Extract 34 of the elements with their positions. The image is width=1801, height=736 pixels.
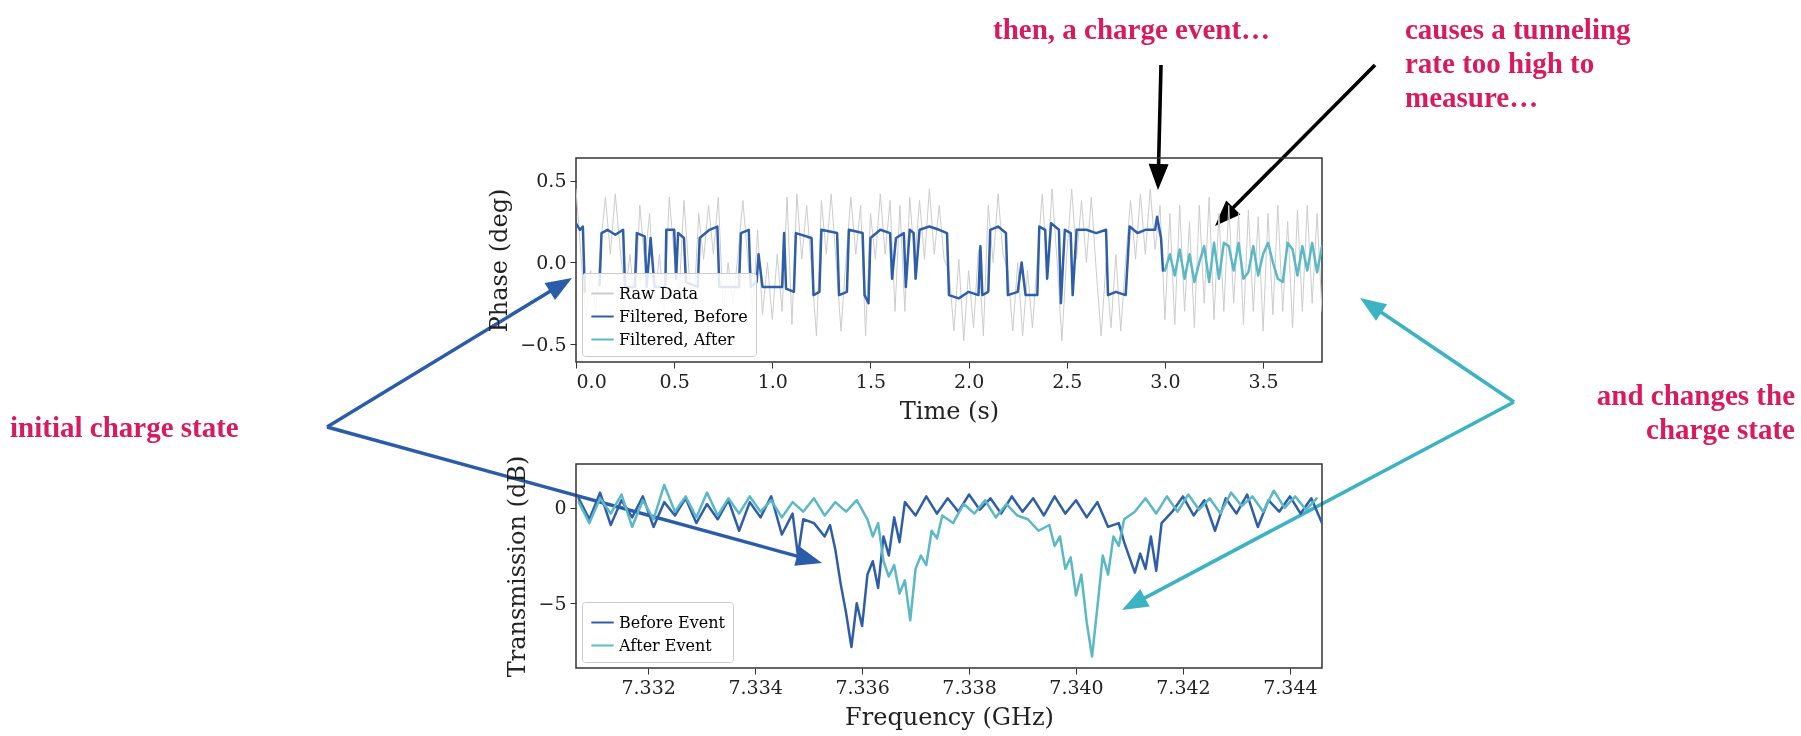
x-tick-label: 7.338 <box>942 675 997 698</box>
y-tick-label: −0.5 <box>520 332 567 355</box>
text: and changes the charge state <box>1595 378 1795 446</box>
legend-label: After Event <box>618 635 713 655</box>
text: initial charge state <box>10 410 240 444</box>
y-axis-title: Transmission (dB) <box>503 455 532 678</box>
x-tick-label: 7.342 <box>1156 675 1211 698</box>
text: causes a tunneling rate too high to measure… <box>1405 12 1632 114</box>
y-axis-title: Phase (deg) <box>485 188 514 333</box>
x-tick-label: 3.0 <box>1150 369 1181 392</box>
x-tick-label: 7.344 <box>1263 675 1318 698</box>
legend-label: Raw Data <box>619 283 699 303</box>
x-tick-label: 1.0 <box>757 369 788 392</box>
legend-label: Filtered, Before <box>619 306 748 326</box>
x-axis-title: Frequency (GHz) <box>845 702 1054 731</box>
x-tick-label: 7.336 <box>835 675 890 698</box>
line-series <box>1163 241 1322 284</box>
legend-label: Filtered, After <box>619 329 735 349</box>
x-tick-label: 0.5 <box>659 369 690 392</box>
x-tick-label: 7.340 <box>1049 675 1104 698</box>
x-tick-label: 2.0 <box>954 369 985 392</box>
x-tick-label: 2.5 <box>1052 369 1083 392</box>
text: then, a charge event… <box>993 13 1271 45</box>
x-tick-label: 1.5 <box>855 369 887 392</box>
x-tick-label: 0.0 <box>576 369 607 392</box>
y-tick-label: 0 <box>554 496 567 519</box>
x-tick-label: 7.332 <box>621 675 676 698</box>
y-tick-label: −5 <box>538 591 567 614</box>
x-tick-label: 3.5 <box>1248 369 1279 392</box>
y-tick-label: 0.0 <box>536 250 567 273</box>
legend-label: Before Event <box>619 612 726 632</box>
x-tick-label: 7.334 <box>728 675 783 698</box>
y-tick-label: 0.5 <box>536 169 567 192</box>
x-axis-title: Time (s) <box>899 396 1000 425</box>
